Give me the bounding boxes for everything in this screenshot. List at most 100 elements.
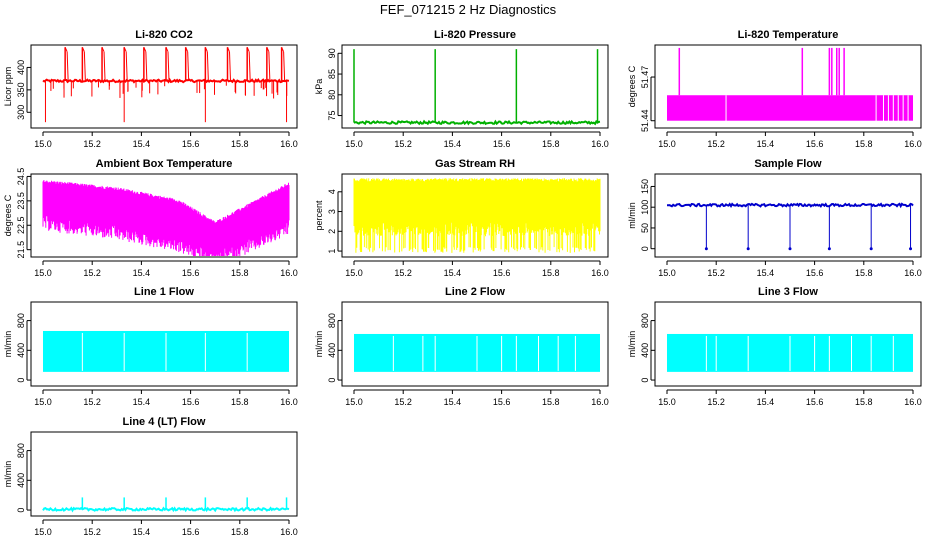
chart-panel: Sample Flow 15.0 15.2 15.4 15.6 15.8 16.0 0 50 10… [627,158,922,278]
x-tick-label: 15.8 [855,397,873,407]
x-tick-label: 15.6 [806,139,824,149]
x-tick-label: 15.4 [133,397,151,407]
series-spike [281,47,285,52]
x-tick-label: 15.0 [34,139,52,149]
series-spike [101,47,105,52]
y-tick-label: 150 [640,179,650,194]
series-spike [145,51,148,81]
series-spike [283,51,286,81]
y-axis-label: ml/min [627,202,637,229]
chart-panel: Li-820 Pressure 15.0 15.2 15.4 15.6 15.8 16.0 7… [314,29,609,149]
series-dip-point [704,247,708,251]
series-spike [165,47,169,52]
plot-frame [30,44,298,129]
x-tick-label: 15.0 [34,527,52,537]
x-tick-label: 15.8 [231,397,249,407]
y-tick-label: 0 [640,378,650,383]
x-tick-label: 16.0 [904,397,922,407]
series-band [667,95,913,121]
series-line [353,119,601,126]
y-axis-label: degrees C [3,194,13,236]
y-tick-label: 1 [327,249,337,254]
x-tick-label: 15.6 [182,527,200,537]
x-tick-label: 15.2 [83,139,101,149]
y-tick-label: 24.5 [16,168,26,186]
data-layer [353,49,601,126]
page-title: FEF_071215 2 Hz Diagnostics [379,2,557,17]
x-tick-label: 15.6 [182,139,200,149]
x-tick-label: 15.0 [345,397,363,407]
x-tick-label: 15.6 [182,268,200,278]
series-spike [103,51,106,81]
series-spike [66,51,69,81]
x-tick-label: 15.0 [658,139,676,149]
data-layer [42,180,290,256]
plot-frame [341,301,609,387]
y-tick-label: 400 [327,343,337,358]
y-axis-label: kPa [314,79,324,95]
series-spike [206,51,209,81]
data-layer [42,47,290,123]
x-tick-label: 15.0 [345,268,363,278]
x-tick-label: 16.0 [280,527,298,537]
y-tick-label: 400 [16,473,26,488]
x-tick-label: 15.2 [394,139,412,149]
y-axis-label: degrees C [627,65,637,107]
x-tick-label: 15.6 [182,397,200,407]
x-tick-label: 15.8 [542,139,560,149]
chart-title: Line 2 Flow [445,286,505,298]
y-tick-label: 400 [16,343,26,358]
series-spike [185,47,189,52]
chart-title: Li-820 Pressure [434,29,516,41]
plot-frame [341,44,609,129]
series-spike [227,47,230,52]
y-tick-label: 21.5 [16,241,26,259]
series-dip-point [788,247,792,251]
series-spike [204,47,208,52]
plot-frame [654,44,922,129]
x-tick-label: 15.8 [542,268,560,278]
series-spike [81,47,85,52]
y-axis-label: Licor ppm [3,67,13,107]
y-tick-label: 400 [640,343,650,358]
x-tick-label: 15.4 [444,139,462,149]
series-spike [167,51,170,81]
y-tick-label: 51.47 [640,66,650,89]
series-dip-point [827,247,831,251]
chart-panel: Li-820 Temperature 15.0 15.2 15.4 15.6 15.8 16… [627,29,922,149]
x-tick-label: 15.4 [444,268,462,278]
plot-frame [30,173,298,258]
series-spike [83,51,86,81]
y-axis-label: ml/min [627,331,637,358]
y-tick-label: 3 [327,209,337,214]
x-tick-label: 15.2 [394,268,412,278]
data-layer [43,330,289,372]
series-upper-edge [42,183,290,228]
x-tick-label: 15.2 [394,397,412,407]
y-tick-label: 80 [327,90,337,100]
y-tick-label: 800 [16,313,26,328]
series-spike [187,51,190,81]
y-tick-label: 2 [327,229,337,234]
x-tick-label: 15.0 [34,268,52,278]
x-tick-label: 15.0 [658,268,676,278]
y-tick-label: 350 [16,82,26,97]
x-tick-label: 15.6 [493,139,511,149]
x-tick-label: 16.0 [591,139,609,149]
x-tick-label: 15.4 [133,139,151,149]
y-axis-label: ml/min [3,331,13,358]
chart-panel: Line 4 (LT) Flow 15.0 15.2 15.4 15.6 15.8 16.0… [3,416,298,537]
x-tick-label: 16.0 [591,397,609,407]
chart-panel: Line 2 Flow 15.0 15.2 15.4 15.6 15.8 16.0 0 400 8… [314,286,609,407]
x-tick-label: 15.4 [133,527,151,537]
chart-title: Line 4 (LT) Flow [123,416,206,428]
series-dip-point [869,247,873,251]
data-layer [42,497,290,513]
plot-frame [654,173,922,258]
y-tick-label: 90 [327,48,337,58]
y-tick-label: 75 [327,111,337,121]
x-tick-label: 15.0 [34,397,52,407]
chart-title: Line 3 Flow [758,286,818,298]
y-tick-label: 51.44 [640,109,650,132]
